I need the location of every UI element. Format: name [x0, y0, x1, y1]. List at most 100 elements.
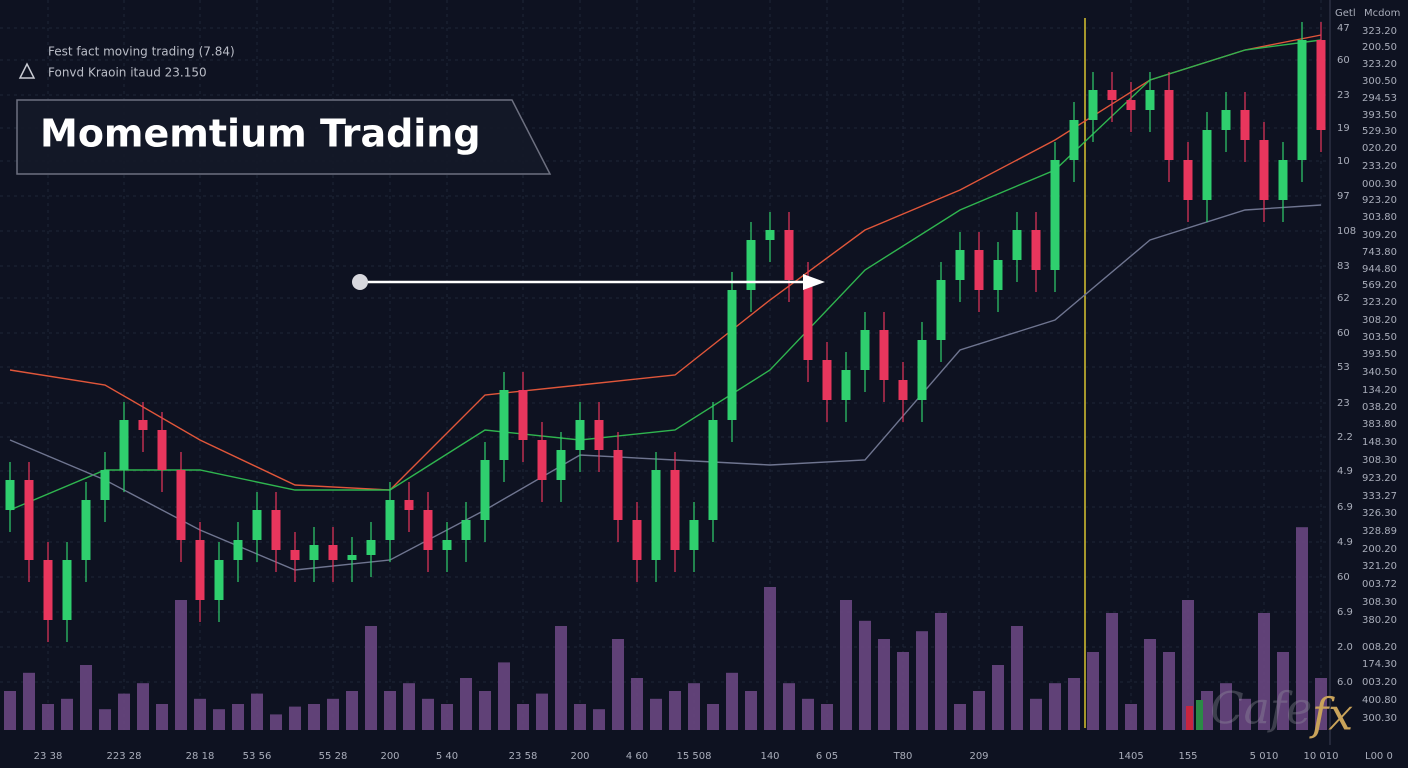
volume-bar [270, 714, 282, 730]
candles [5, 22, 1326, 642]
volume-bar [1106, 613, 1118, 730]
legend-line: Fest fact moving trading (7.84) [48, 45, 235, 59]
volume-bar [859, 620, 871, 730]
volume-bar [1144, 639, 1156, 730]
candle-body [461, 520, 471, 540]
y2-tick-label: 003.20 [1362, 677, 1397, 688]
volume-bar [194, 698, 206, 730]
y-tick-label: 23 [1337, 398, 1350, 409]
candle-body [24, 480, 34, 560]
volume-bar [555, 626, 567, 730]
y2-tick-label: 308.30 [1362, 455, 1397, 466]
candle-body [423, 510, 433, 550]
candle-body [879, 330, 889, 380]
candle-body [366, 540, 376, 555]
volume-bar [1258, 613, 1270, 730]
candle-body [1240, 110, 1250, 140]
candle-body [309, 545, 319, 560]
candle-body [1183, 160, 1193, 200]
candle-body [708, 420, 718, 520]
volume-bar [498, 662, 510, 730]
title-box [16, 99, 552, 175]
arrow-origin [352, 274, 368, 290]
volume-bar [688, 683, 700, 730]
candle-body [1126, 100, 1136, 110]
legend-line: Fonvd Kraoin itaud 23.150 [48, 66, 207, 80]
volume-bar [840, 600, 852, 730]
candle-body [955, 250, 965, 280]
y2-tick-label: 323.20 [1362, 26, 1397, 37]
y2-tick-label: 200.20 [1362, 544, 1397, 555]
candle-body [233, 540, 243, 560]
volume-bar [346, 691, 358, 730]
axis-header: Mcdom [1364, 8, 1400, 19]
volume-bar [1011, 626, 1023, 730]
axis-header: Getl [1335, 8, 1356, 19]
candle-body [1069, 120, 1079, 160]
candle-body [176, 470, 186, 540]
volume-bar [1315, 678, 1327, 730]
volume-bar [118, 693, 130, 730]
volume-bar [213, 709, 225, 730]
y-tick-label: 97 [1337, 191, 1350, 202]
x-tick-label: 223 28 [107, 751, 142, 762]
volume-bar [1163, 652, 1175, 730]
y-tick-label: 2.2 [1337, 432, 1353, 443]
y2-tick-label: 923.20 [1362, 473, 1397, 484]
y-tick-label: 108 [1337, 226, 1356, 237]
candle-body [613, 450, 623, 520]
candle-body [81, 500, 91, 560]
volume-bar [992, 665, 1004, 730]
candle-body [860, 330, 870, 370]
y-tick-label: 47 [1337, 23, 1350, 34]
candle-body [537, 440, 547, 480]
volume-bar [289, 706, 301, 730]
candle-body [5, 480, 15, 510]
volume-bar [460, 678, 472, 730]
y-tick-label: 60 [1337, 328, 1350, 339]
volume-bar [327, 698, 339, 730]
volume-bar [593, 709, 605, 730]
y-tick-label: 62 [1337, 293, 1350, 304]
x-tick-label: 209 [969, 751, 988, 762]
y2-tick-label: 328.89 [1362, 526, 1397, 537]
candle-body [594, 420, 604, 450]
y-tick-label: 60 [1337, 572, 1350, 583]
y2-tick-label: 003.72 [1362, 579, 1397, 590]
y2-tick-label: 174.30 [1362, 659, 1397, 670]
volume-bar [365, 626, 377, 730]
x-tick-label: 1405 [1118, 751, 1143, 762]
volume-bar [650, 698, 662, 730]
volume-bar [232, 704, 244, 730]
y2-tick-label: 326.30 [1362, 508, 1397, 519]
candle-body [385, 500, 395, 540]
volume-bar [441, 704, 453, 730]
volume-bar [707, 704, 719, 730]
candle-body [1202, 130, 1212, 200]
candle-body [803, 280, 813, 360]
volume-bar [156, 704, 168, 730]
y2-tick-label: 008.20 [1362, 642, 1397, 653]
volume-bar [536, 693, 548, 730]
y-tick-label: 19 [1337, 123, 1350, 134]
volume-bar [308, 704, 320, 730]
x-tick-label: 23 58 [509, 751, 538, 762]
candle-body [404, 500, 414, 510]
volume-bar [821, 704, 833, 730]
candle-body [746, 240, 756, 290]
candle-body [936, 280, 946, 340]
volume-bar [802, 698, 814, 730]
volume-bar [42, 704, 54, 730]
candle-body [499, 390, 509, 460]
candle-body [727, 290, 737, 420]
y-tick-label: 4.9 [1337, 537, 1353, 548]
candle-body [347, 555, 357, 560]
volume-bar [935, 613, 947, 730]
y2-tick-label: 233.20 [1362, 161, 1397, 172]
volume-bar [1220, 683, 1232, 730]
volume-bar [1277, 652, 1289, 730]
volume-bar [1030, 698, 1042, 730]
y-tick-label: 60 [1337, 55, 1350, 66]
y2-tick-label: 383.80 [1362, 419, 1397, 430]
x-tick-label: 53 56 [243, 751, 272, 762]
